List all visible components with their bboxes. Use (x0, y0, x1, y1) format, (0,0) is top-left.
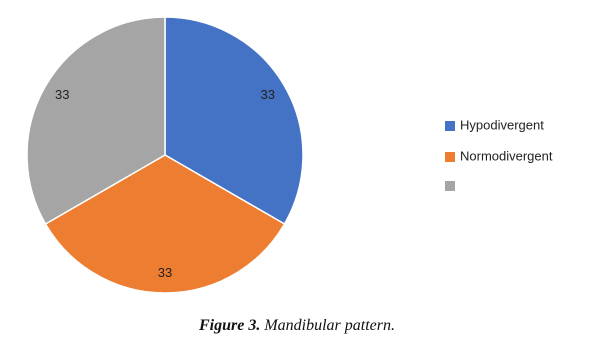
slice-label: 33 (55, 87, 69, 102)
legend-swatch (445, 152, 455, 162)
slice-label: 33 (158, 265, 172, 280)
legend-label: Hypodivergent (460, 117, 544, 132)
caption-text: Mandibular pattern. (263, 317, 395, 334)
pie-slice (164, 16, 304, 226)
legend-label: Normodivergent (460, 148, 553, 163)
slice-label: 33 (261, 87, 275, 102)
caption-label: Figure 3. (198, 317, 260, 334)
pie-slice (26, 16, 166, 226)
caption: Figure 3. Mandibular pattern. (198, 317, 395, 334)
legend-swatch (445, 181, 455, 191)
legend-swatch (445, 121, 455, 131)
